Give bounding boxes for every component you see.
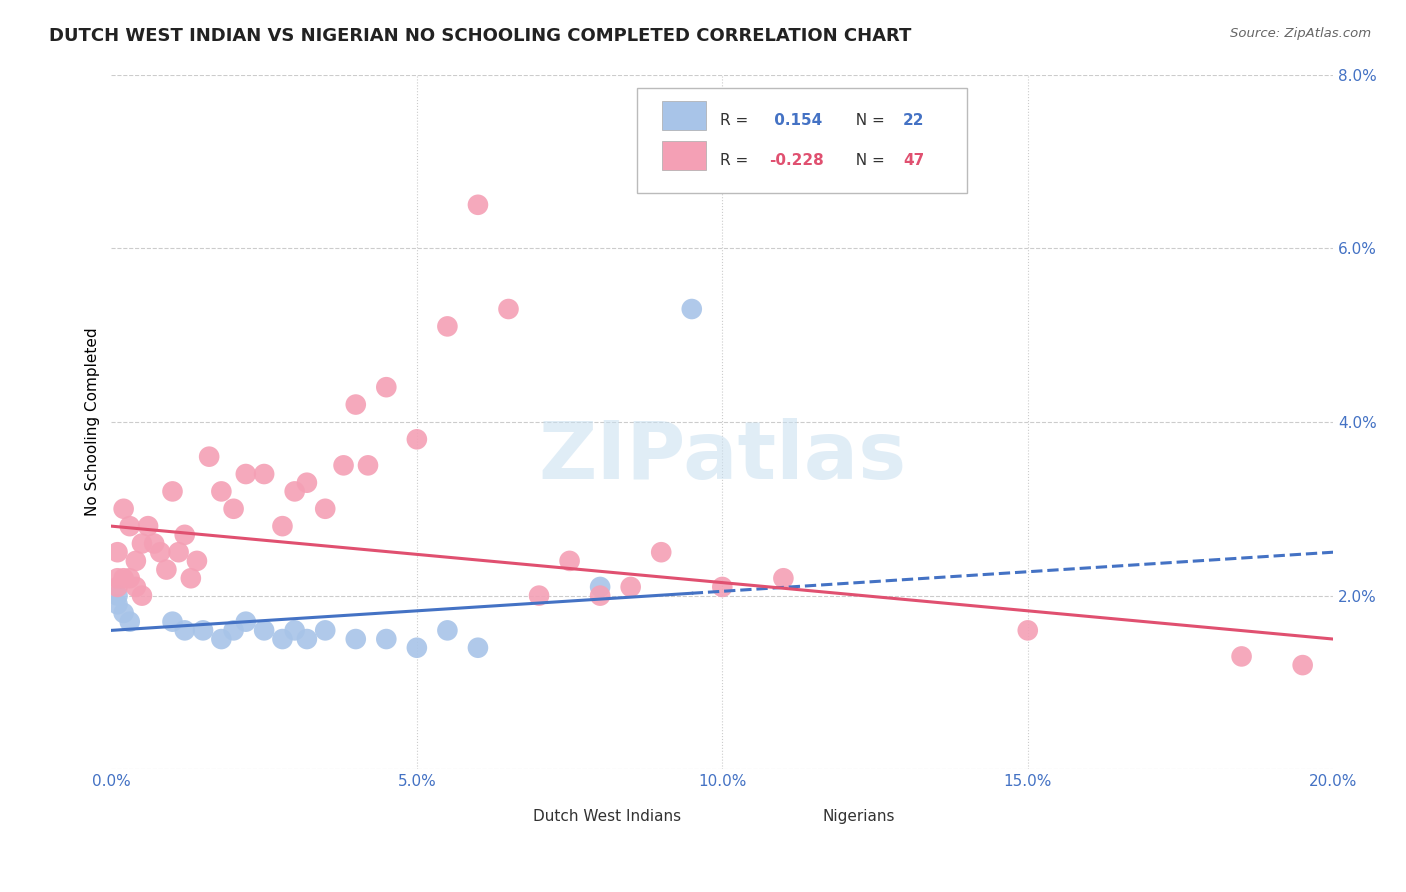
Point — [125, 554, 148, 568]
Point — [235, 615, 257, 629]
Text: 47: 47 — [903, 153, 924, 168]
Point — [107, 589, 129, 603]
Point — [1017, 624, 1039, 638]
Point — [271, 519, 294, 533]
Point — [118, 571, 141, 585]
Point — [284, 484, 307, 499]
FancyBboxPatch shape — [637, 88, 967, 193]
Point — [222, 624, 245, 638]
Point — [772, 571, 794, 585]
Point — [589, 580, 612, 594]
Point — [344, 398, 367, 412]
Point — [498, 301, 520, 316]
Point — [681, 301, 703, 316]
Text: -0.228: -0.228 — [769, 153, 824, 168]
Point — [527, 589, 550, 603]
Point — [167, 545, 190, 559]
Point — [589, 589, 612, 603]
Point — [405, 432, 427, 446]
Point — [375, 380, 398, 394]
Point — [620, 580, 643, 594]
Point — [235, 467, 257, 481]
Point — [222, 501, 245, 516]
Point — [107, 580, 129, 594]
Point — [125, 580, 148, 594]
Point — [295, 632, 318, 646]
Point — [467, 198, 489, 212]
Text: N =: N = — [845, 153, 890, 168]
Point — [253, 467, 276, 481]
Point — [467, 640, 489, 655]
FancyBboxPatch shape — [769, 800, 810, 826]
Point — [295, 475, 318, 490]
Point — [558, 554, 581, 568]
Point — [209, 484, 232, 499]
Point — [149, 545, 172, 559]
Point — [107, 597, 129, 611]
Point — [180, 571, 202, 585]
Point — [173, 624, 195, 638]
Point — [162, 615, 184, 629]
Point — [112, 501, 135, 516]
Point — [118, 519, 141, 533]
Point — [186, 554, 208, 568]
Point — [375, 632, 398, 646]
Text: Dutch West Indians: Dutch West Indians — [533, 809, 681, 824]
Text: Nigerians: Nigerians — [823, 809, 896, 824]
Point — [143, 536, 166, 550]
Point — [314, 501, 336, 516]
Point — [436, 624, 458, 638]
Text: DUTCH WEST INDIAN VS NIGERIAN NO SCHOOLING COMPLETED CORRELATION CHART: DUTCH WEST INDIAN VS NIGERIAN NO SCHOOLI… — [49, 27, 911, 45]
FancyBboxPatch shape — [662, 101, 706, 130]
Point — [136, 519, 159, 533]
Text: 22: 22 — [903, 113, 925, 128]
Y-axis label: No Schooling Completed: No Schooling Completed — [86, 327, 100, 516]
Point — [112, 606, 135, 620]
Point — [118, 615, 141, 629]
Text: N =: N = — [845, 113, 890, 128]
Point — [271, 632, 294, 646]
Point — [131, 589, 153, 603]
Text: ZIPatlas: ZIPatlas — [538, 417, 907, 496]
Point — [191, 624, 214, 638]
Text: 0.154: 0.154 — [769, 113, 823, 128]
FancyBboxPatch shape — [482, 800, 523, 826]
Text: R =: R = — [720, 113, 754, 128]
Text: Source: ZipAtlas.com: Source: ZipAtlas.com — [1230, 27, 1371, 40]
Point — [131, 536, 153, 550]
Point — [1292, 658, 1315, 673]
Text: R =: R = — [720, 153, 754, 168]
Point — [344, 632, 367, 646]
Point — [650, 545, 672, 559]
Point — [107, 571, 129, 585]
Point — [107, 545, 129, 559]
Point — [253, 624, 276, 638]
Point — [405, 640, 427, 655]
Point — [284, 624, 307, 638]
Point — [436, 319, 458, 334]
Point — [162, 484, 184, 499]
Point — [209, 632, 232, 646]
Point — [711, 580, 734, 594]
Point — [332, 458, 354, 473]
Point — [112, 571, 135, 585]
Point — [357, 458, 380, 473]
Point — [314, 624, 336, 638]
FancyBboxPatch shape — [662, 141, 706, 169]
Point — [155, 563, 177, 577]
Point — [173, 528, 195, 542]
Point — [1230, 649, 1253, 664]
Point — [198, 450, 221, 464]
